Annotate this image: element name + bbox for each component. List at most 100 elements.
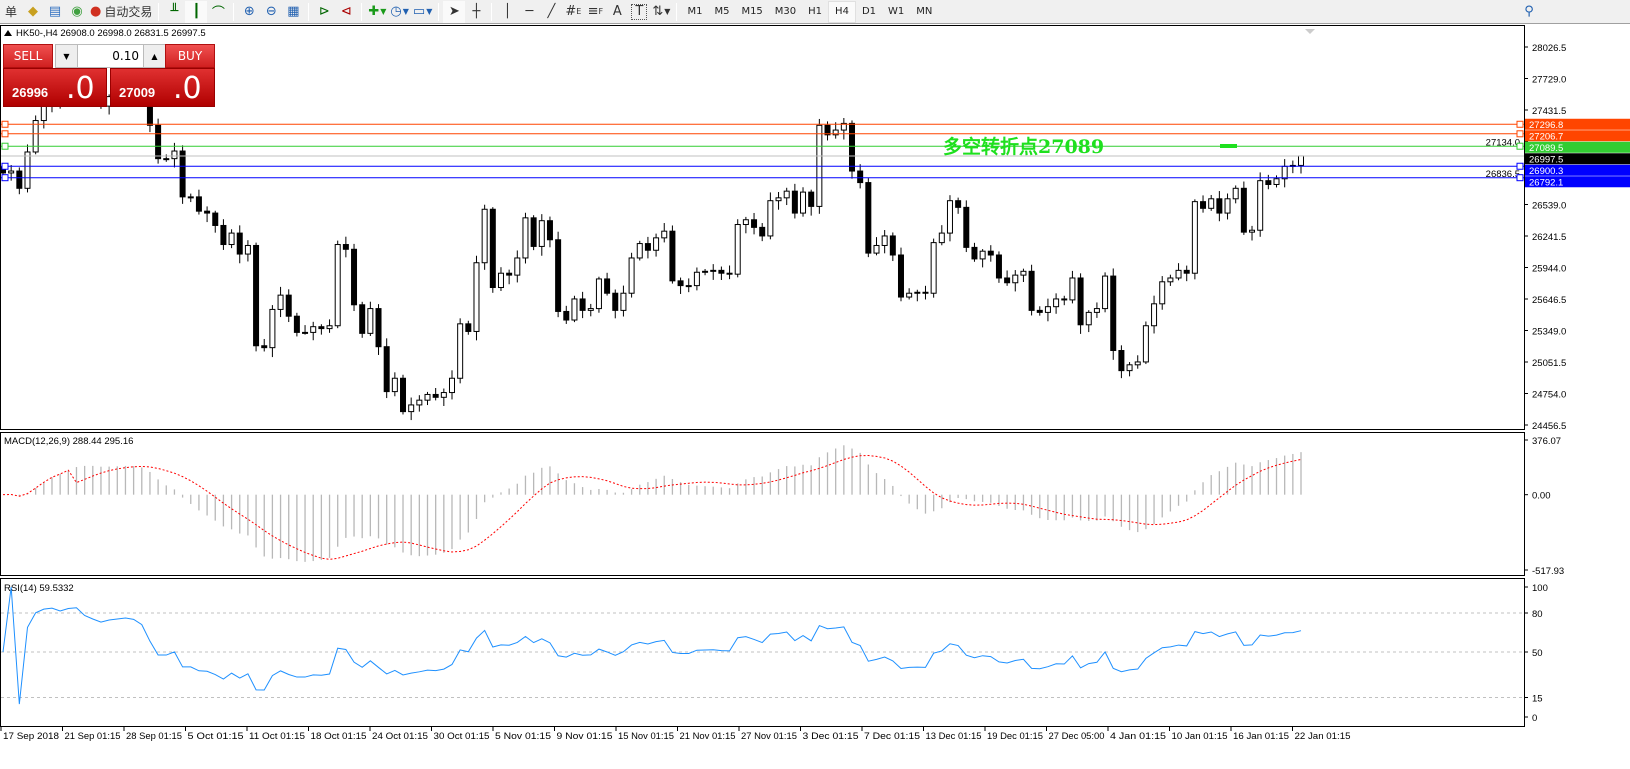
candle-body — [587, 308, 594, 311]
candle — [587, 303, 594, 317]
line-handle-left[interactable] — [1, 142, 9, 150]
line-handle-right[interactable] — [1516, 162, 1524, 170]
candle-body — [530, 217, 537, 247]
candle — [293, 312, 300, 337]
bar-chart-icon[interactable]: ╨ — [170, 4, 179, 19]
collapse-triangle-icon[interactable] — [4, 30, 12, 36]
candlestick-icon[interactable]: ┃ — [185, 0, 208, 23]
menu-partial-label[interactable]: 单 — [4, 5, 17, 19]
price-line-label: 27089.5 — [1529, 143, 1563, 154]
trendline-icon[interactable]: ╱ — [547, 4, 556, 19]
candle — [897, 247, 904, 302]
candle-body — [759, 226, 766, 237]
candle-body — [669, 230, 676, 282]
candle-body — [1061, 298, 1068, 301]
line-handle-right[interactable] — [1516, 174, 1524, 182]
horizontal-line-icon[interactable]: ─ — [525, 4, 534, 19]
candle-body — [318, 326, 325, 330]
candle — [1093, 302, 1100, 318]
line-handle-right[interactable] — [1516, 130, 1524, 138]
timeframe-h1[interactable]: H1 — [808, 6, 823, 17]
candle-body — [1126, 364, 1133, 372]
fibonacci-expansion-icon[interactable]: # E — [565, 4, 582, 19]
candle-body — [334, 244, 341, 327]
candle — [1053, 293, 1060, 314]
time-axis-label: 21 Nov 01:15 — [680, 731, 736, 741]
buy-price-button[interactable]: 27009 .0 — [110, 68, 215, 107]
candle-body — [1085, 311, 1092, 326]
arrows-icon[interactable]: ⇅ ▼ — [652, 4, 671, 19]
line-handle-right[interactable] — [1516, 120, 1524, 128]
autotrade-icon: ● — [90, 4, 102, 19]
new-order-icon[interactable]: ✚ ▼ — [368, 4, 387, 19]
text-icon[interactable]: A — [612, 4, 622, 19]
line-handle-left[interactable] — [1, 174, 9, 182]
templates-icon[interactable]: ▭ ▼ — [412, 4, 433, 19]
timeframe-m5[interactable]: M5 — [714, 6, 730, 17]
buy-price-main: 27009 — [119, 85, 156, 100]
fibonacci-fan-icon[interactable]: ≡ F — [587, 4, 604, 19]
candle-body — [424, 393, 431, 401]
candle — [285, 289, 292, 323]
candle — [1298, 155, 1304, 174]
chart-shift-icon[interactable]: ⊲ — [340, 4, 352, 19]
zoom-out-icon[interactable]: ⊖ — [265, 4, 277, 19]
time-axis-label: 19 Dec 01:15 — [987, 731, 1043, 741]
sell-price-button[interactable]: 26996 .0 — [3, 68, 107, 107]
search-icon[interactable]: ⚲ — [1524, 4, 1534, 19]
autotrade-button[interactable]: ● 自动交易 — [88, 1, 154, 23]
candle — [351, 243, 358, 312]
candle — [489, 207, 496, 293]
candle — [1191, 199, 1198, 280]
candle-body — [310, 326, 317, 333]
chart-canvas[interactable]: 28026.5 27729.0 27431.5 27134.0 26836.5 26539… — [0, 25, 1630, 769]
timeframe-m1[interactable]: M1 — [687, 6, 703, 17]
line-handle-left[interactable] — [1, 130, 9, 138]
sell-button[interactable]: SELL — [3, 44, 53, 68]
line-handle-left[interactable] — [1, 120, 9, 128]
cursor-icon[interactable]: ➤ — [443, 0, 466, 23]
candle-body — [204, 210, 211, 214]
line-handle-right[interactable] — [1516, 142, 1524, 150]
timeframe-m30[interactable]: M30 — [774, 6, 797, 17]
zoom-in-icon[interactable]: ⊕ — [243, 4, 255, 19]
autoscroll-icon[interactable]: ⊳ — [318, 4, 330, 19]
vertical-line-icon[interactable]: │ — [503, 4, 512, 19]
candle — [32, 115, 39, 155]
candle-body — [938, 232, 945, 244]
buy-button[interactable]: BUY — [165, 44, 215, 68]
line-handle-left[interactable] — [1, 162, 9, 170]
candle — [734, 219, 741, 278]
time-axis-label: 27 Nov 01:15 — [741, 731, 797, 741]
tile-windows-icon[interactable]: ▦ — [287, 4, 300, 19]
timeframe-m15[interactable]: M15 — [741, 6, 763, 17]
candle — [718, 266, 725, 280]
crosshair-icon[interactable]: ┼ — [472, 4, 481, 19]
one-click-trading-panel: SELL ▼ 0.10 ▲ BUY 26996 .0 27009 .0 — [3, 44, 215, 107]
lot-size-input[interactable]: 0.10 — [112, 49, 139, 63]
candle — [1281, 159, 1288, 188]
market-watch-icon[interactable]: ◆ — [28, 4, 38, 19]
chart-annotation-text[interactable]: 多空转折点27089 — [943, 136, 1105, 158]
text-label-icon[interactable]: T — [631, 3, 648, 20]
lot-decrease-button[interactable]: ▼ — [56, 45, 78, 67]
candle-body — [555, 239, 562, 312]
time-axis-label: 16 Jan 01:15 — [1233, 731, 1289, 741]
lot-size-stepper[interactable]: ▼ 0.10 ▲ — [55, 44, 166, 68]
candle-body — [685, 285, 692, 288]
candle — [995, 251, 1002, 283]
fibo-f-letter: F — [598, 7, 604, 16]
periods-icon[interactable]: ◷ ▼ — [390, 4, 409, 19]
timeframe-mn[interactable]: MN — [916, 6, 933, 17]
line-chart-icon[interactable]: ⌒ — [211, 6, 225, 21]
navigator-icon[interactable]: ▤ — [48, 4, 62, 19]
timeframe-w1[interactable]: W1 — [888, 6, 905, 17]
candle-body — [24, 151, 31, 189]
lot-increase-button[interactable]: ▲ — [143, 45, 165, 67]
price-axis-label: 25944.0 — [1532, 264, 1566, 275]
timeframe-d1[interactable]: D1 — [861, 6, 876, 17]
signals-icon[interactable]: ◉ — [71, 4, 83, 19]
timeframe-h4[interactable]: H4 — [828, 0, 856, 23]
price-axis-label: 24754.0 — [1532, 390, 1566, 401]
candle — [1265, 174, 1272, 190]
